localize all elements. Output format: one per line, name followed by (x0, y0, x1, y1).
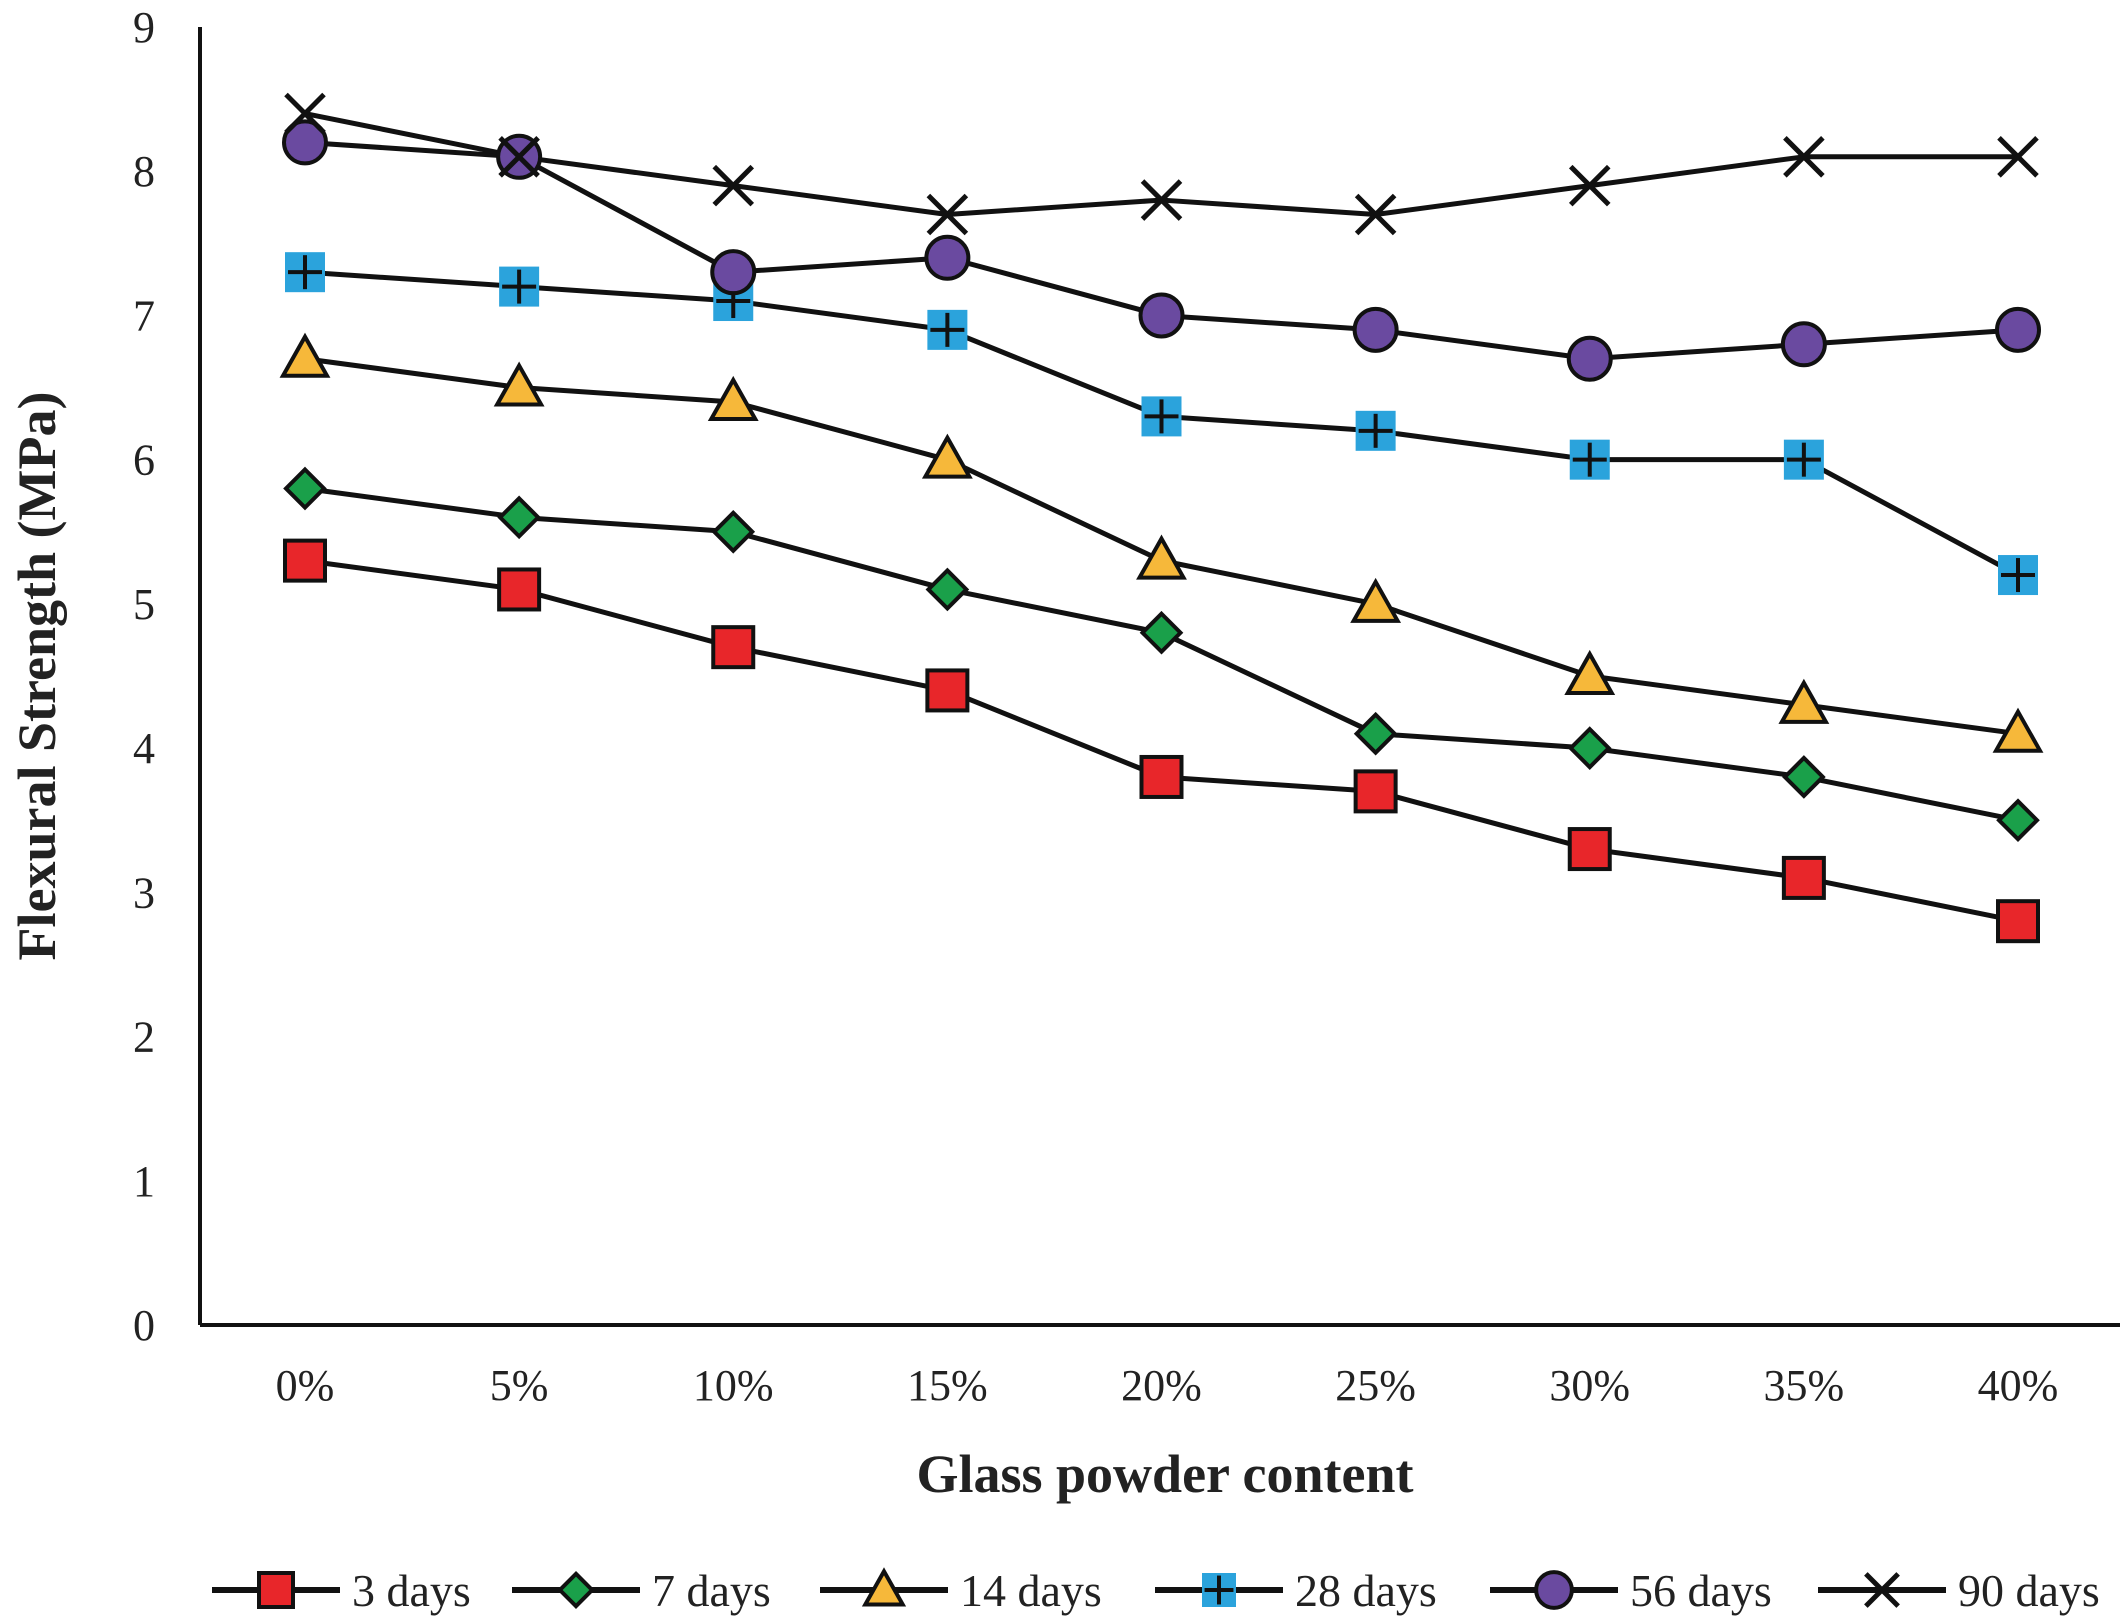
data-point-28-days (1141, 396, 1182, 437)
data-point-3-days (1996, 899, 2040, 944)
legend-marker-14-days (861, 1567, 907, 1607)
legend: 3 days 7 days 14 days 28 days 56 days 90 days (212, 1565, 2100, 1616)
x-tick-label: 30% (1549, 1361, 1630, 1410)
data-point-7-days (497, 495, 541, 540)
y-tick-label: 2 (133, 1013, 155, 1062)
legend-label: 3 days (352, 1565, 471, 1616)
data-point-28-days (1569, 439, 1610, 480)
data-point-56-days (1138, 292, 1185, 339)
x-tick-label: 15% (907, 1361, 988, 1410)
data-point-90-days (926, 193, 969, 236)
data-point-56-days (710, 249, 757, 296)
legend-label: 28 days (1295, 1565, 1437, 1616)
x-tick-label: 5% (490, 1361, 549, 1410)
series-lines (304, 111, 2020, 924)
data-point-90-days (1354, 193, 1397, 236)
series-markers (279, 92, 2044, 944)
data-point-56-days (1352, 306, 1399, 353)
legend-item-28-days: 28 days (1155, 1565, 1437, 1616)
legend-item-7-days: 7 days (512, 1565, 771, 1616)
data-point-90-days (1997, 136, 2039, 178)
y-tick-label: 3 (133, 868, 155, 917)
data-point-28-days (927, 309, 968, 350)
data-point-7-days (1567, 726, 1612, 770)
data-point-14-days (1350, 577, 1402, 623)
legend-marker-90-days (1864, 1572, 1900, 1608)
data-point-28-days (1355, 410, 1396, 451)
x-tick-label: 25% (1335, 1361, 1416, 1410)
y-tick-label: 1 (133, 1157, 155, 1206)
legend-marker-7-days (557, 1571, 595, 1609)
data-point-14-days (1778, 678, 1830, 724)
legend-marker-3-days (257, 1571, 295, 1609)
data-point-90-days (1568, 164, 1611, 207)
y-tick-label: 7 (133, 291, 155, 340)
data-point-3-days (1781, 855, 1826, 900)
x-tick-label: 10% (693, 1361, 774, 1410)
axes: 0 1 2 3 4 5 6 7 8 9 0% 5% 10% 15% 20% 25% 30% 35% 40% (133, 3, 2120, 1410)
y-tick-label: 9 (133, 3, 155, 52)
data-point-7-days (1139, 610, 1184, 655)
data-point-28-days (1783, 439, 1824, 480)
legend-item-90-days: 90 days (1818, 1565, 2100, 1616)
y-tick-label: 4 (133, 724, 155, 773)
data-point-90-days (284, 92, 326, 135)
data-point-56-days (1995, 306, 2041, 353)
y-axis-title: Flexural Strength (MPa) (7, 392, 67, 961)
data-point-3-days (1139, 754, 1184, 799)
data-point-28-days (1998, 555, 2038, 596)
x-tick-label: 40% (1978, 1361, 2059, 1410)
data-point-7-days (283, 466, 327, 511)
data-point-3-days (497, 567, 542, 612)
data-point-7-days (711, 509, 756, 554)
data-point-14-days (1136, 534, 1187, 580)
data-point-14-days (707, 375, 759, 421)
legend-label: 90 days (1958, 1565, 2100, 1616)
legend-item-56-days: 56 days (1490, 1565, 1772, 1616)
data-point-90-days (498, 136, 540, 178)
data-point-14-days (921, 433, 973, 479)
x-axis-title: Glass powder content (916, 1444, 1413, 1504)
legend-label: 56 days (1630, 1565, 1772, 1616)
y-tick-label: 8 (133, 147, 155, 196)
x-tick-label: 35% (1764, 1361, 1845, 1410)
data-point-7-days (1996, 798, 2040, 843)
legend-label: 7 days (652, 1565, 771, 1616)
data-point-7-days (1782, 755, 1826, 799)
data-point-56-days (282, 119, 328, 166)
data-point-56-days (1566, 335, 1613, 382)
data-point-90-days (1140, 179, 1183, 221)
legend-marker-28-days (1202, 1573, 1236, 1607)
x-tick-label: 0% (276, 1361, 335, 1410)
data-point-28-days (285, 252, 325, 293)
data-point-90-days (712, 164, 755, 207)
data-point-3-days (925, 668, 970, 713)
y-tick-label: 0 (133, 1301, 155, 1350)
data-point-90-days (1783, 136, 1825, 178)
data-point-14-days (493, 361, 545, 407)
data-point-3-days (1567, 827, 1612, 872)
data-point-3-days (283, 538, 327, 583)
data-point-28-days (499, 266, 540, 307)
data-point-3-days (1353, 769, 1398, 814)
legend-item-3-days: 3 days (212, 1565, 471, 1616)
y-tick-label: 6 (133, 436, 155, 485)
data-point-14-days (1564, 649, 1616, 695)
legend-marker-56-days (1534, 1570, 1574, 1610)
legend-label: 14 days (960, 1565, 1102, 1616)
legend-item-14-days: 14 days (820, 1565, 1102, 1616)
data-point-7-days (1353, 711, 1398, 756)
data-point-56-days (924, 234, 971, 281)
data-point-56-days (1780, 321, 1827, 368)
y-tick-label: 5 (133, 580, 155, 629)
data-point-7-days (925, 567, 970, 612)
x-tick-label: 20% (1121, 1361, 1202, 1410)
data-point-14-days (279, 332, 331, 378)
data-point-14-days (1992, 707, 2044, 753)
data-point-3-days (711, 625, 756, 670)
